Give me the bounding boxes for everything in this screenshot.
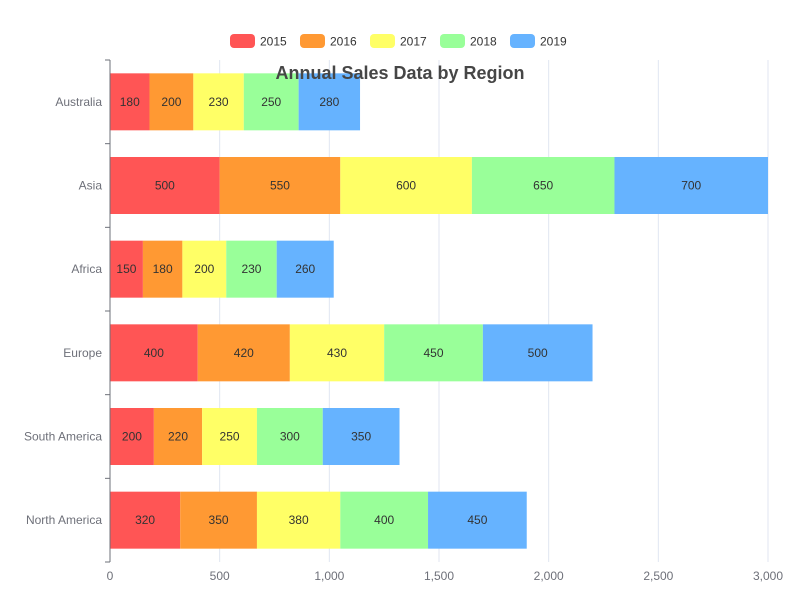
bar-segment[interactable] [340,157,472,214]
bar-value-label: 150 [116,262,136,276]
legend-item[interactable]: 2018 [440,34,497,49]
legend-label: 2019 [540,35,567,49]
bar-segment[interactable] [197,324,290,382]
legend-label: 2015 [260,35,287,49]
bar-value-label: 550 [270,179,290,193]
bar-value-label: 350 [209,513,229,527]
bar-segment[interactable] [256,491,341,549]
legend-item[interactable]: 2017 [370,34,427,49]
bar-value-label: 350 [351,430,371,444]
x-axis-tick-label: 1,500 [424,569,454,583]
bar-segment[interactable] [482,324,593,382]
bar-segment[interactable] [110,324,198,382]
x-axis-tick-label: 0 [107,569,114,583]
bar-value-label: 180 [120,95,140,109]
bar-value-label: 400 [374,513,394,527]
bar-segment[interactable] [276,240,334,298]
legend-item[interactable]: 2015 [230,34,287,49]
bar-value-label: 500 [155,179,175,193]
bar-segment[interactable] [256,408,323,465]
bar-segment[interactable] [149,73,194,131]
bar-segment[interactable] [182,240,227,298]
bar-value-label: 230 [209,95,229,109]
legend-label: 2016 [330,35,357,49]
bar-value-label: 600 [396,179,416,193]
bar-value-label: 280 [319,95,339,109]
legend[interactable]: 2015 2016 2017 2018 2019 [230,34,567,49]
bar-segment[interactable] [110,240,143,298]
bar-segment[interactable] [243,73,299,131]
bar-segment[interactable] [110,157,220,214]
y-axis-category-label: Asia [79,179,103,193]
bar-segment[interactable] [614,157,768,214]
bar-value-label: 400 [144,346,164,360]
bar-segment[interactable] [384,324,483,382]
legend-swatch [440,34,465,48]
legend-label: 2017 [400,35,427,49]
chart-title: Annual Sales Data by Region [275,63,524,83]
legend-label: 2018 [470,35,497,49]
bar-segment[interactable] [110,491,181,549]
y-axis-category-label: Europe [63,346,102,360]
bar-value-label: 250 [220,430,240,444]
bar-segment[interactable] [322,408,400,465]
bar-value-label: 200 [194,262,214,276]
bars: 320 350 380 400 450 200 220 250 300 350 400 420 430 4… [110,73,768,549]
bar-value-label: 380 [289,513,309,527]
bar-value-label: 320 [135,513,155,527]
bar-segment[interactable] [219,157,341,214]
bar-segment[interactable] [226,240,277,298]
bar-value-label: 700 [681,179,701,193]
legend-item[interactable]: 2019 [510,34,567,49]
legend-item[interactable]: 2016 [300,34,357,49]
legend-swatch [370,34,395,48]
legend-swatch [300,34,325,48]
bar-value-label: 220 [168,430,188,444]
y-axis-category-label: North America [26,513,102,527]
bar-value-label: 420 [234,346,254,360]
bar-segment[interactable] [110,408,154,465]
bar-segment[interactable] [142,240,183,298]
bar-segment[interactable] [298,73,361,131]
bar-segment[interactable] [202,408,257,465]
x-axis-tick-label: 500 [210,569,230,583]
bar-value-label: 230 [241,262,261,276]
bar-value-label: 200 [122,430,142,444]
axes: North America South America Europe Africa As… [24,59,783,583]
bar-value-label: 500 [528,346,548,360]
x-axis-tick-label: 2,000 [534,569,564,583]
bar-segment[interactable] [340,491,429,549]
x-axis-tick-label: 2,500 [643,569,673,583]
legend-swatch [230,34,255,48]
bar-segment[interactable] [193,73,244,131]
x-axis-tick-label: 3,000 [753,569,783,583]
bar-value-label: 450 [424,346,444,360]
bar-value-label: 650 [533,179,553,193]
bar-segment[interactable] [180,491,257,549]
bar-segment[interactable] [153,408,203,465]
bar-segment[interactable] [110,73,150,131]
x-axis-tick-label: 1,000 [314,569,344,583]
y-axis-category-label: South America [24,430,102,444]
bar-segment[interactable] [428,491,527,549]
bar-segment[interactable] [471,157,615,214]
legend-swatch [510,34,535,48]
bar-value-label: 300 [280,430,300,444]
y-axis-category-label: Africa [71,262,102,276]
bar-value-label: 200 [161,95,181,109]
y-axis-category-label: Australia [55,95,102,109]
bar-value-label: 180 [153,262,173,276]
grid-lines [219,60,769,562]
bar-value-label: 430 [327,346,347,360]
bar-value-label: 260 [295,262,315,276]
bar-value-label: 450 [467,513,487,527]
bar-value-label: 250 [261,95,281,109]
bar-segment[interactable] [289,324,385,382]
